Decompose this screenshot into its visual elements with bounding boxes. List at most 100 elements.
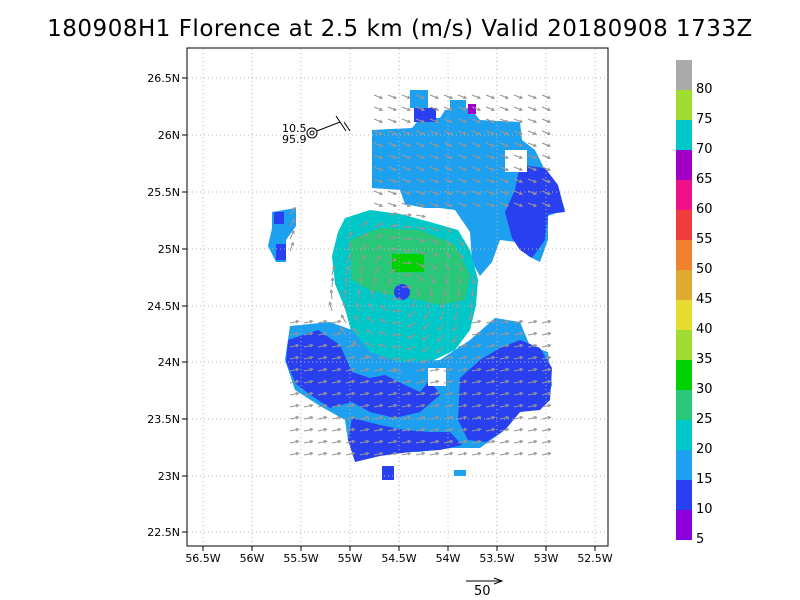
wind-arrow xyxy=(457,154,467,159)
wind-arrow xyxy=(541,166,551,171)
wind-arrowhead xyxy=(477,367,482,372)
wind-arrow xyxy=(415,286,420,296)
wind-arrowhead xyxy=(463,427,468,432)
wind-arrowhead xyxy=(328,301,333,306)
wind-arrow xyxy=(471,344,481,348)
wind-arrow xyxy=(471,154,481,159)
wind-arrow xyxy=(317,320,327,324)
wind-arrowhead xyxy=(505,331,510,336)
wind-arrowhead xyxy=(441,304,445,309)
wind-arrow xyxy=(401,166,411,171)
wind-arrowhead xyxy=(547,415,552,420)
wind-arrow xyxy=(513,130,523,135)
wind-arrowhead xyxy=(421,391,426,396)
wind-arrow xyxy=(303,428,313,432)
wind-arrowhead xyxy=(505,427,510,432)
wind-arrowhead xyxy=(337,343,342,348)
wind-arrowhead xyxy=(421,143,426,148)
wind-arrowhead xyxy=(547,203,552,208)
wind-arrow xyxy=(429,274,436,283)
wind-arrowhead xyxy=(337,427,342,432)
wind-arrow xyxy=(513,106,523,111)
wind-arrowhead xyxy=(533,451,538,456)
wind-arrowhead xyxy=(391,297,396,301)
wind-arrow xyxy=(457,106,467,111)
wind-arrow xyxy=(443,392,453,396)
wind-arrowhead xyxy=(309,415,314,420)
wind-arrow xyxy=(415,428,425,432)
wind-arrowhead xyxy=(491,95,496,100)
wind-arrowhead xyxy=(337,367,342,372)
wind-arrow xyxy=(541,404,551,408)
wind-arrowhead xyxy=(407,427,412,432)
wind-arrow xyxy=(317,404,327,408)
wind-arrowhead xyxy=(449,367,454,372)
wind-arrow xyxy=(429,142,439,147)
wind-arrowhead xyxy=(408,225,413,229)
colorbar-segment xyxy=(676,360,692,390)
wind-arrowhead xyxy=(393,415,398,420)
wind-arrow xyxy=(457,250,464,259)
wind-arrow xyxy=(303,344,313,348)
wind-arrow xyxy=(527,94,537,99)
station-marker: 10.5 95.9 xyxy=(282,115,351,146)
colorbar-segment xyxy=(676,300,692,330)
wind-arrow xyxy=(373,222,383,228)
wind-arrowhead xyxy=(449,119,454,124)
wind-arrowhead xyxy=(351,391,356,396)
wind-arrowhead xyxy=(337,355,342,360)
x-tick-label: 54.5W xyxy=(381,552,416,565)
wind-arrowhead xyxy=(519,367,524,372)
wind-arrowhead xyxy=(463,143,468,148)
wind-arrowhead xyxy=(337,439,342,444)
wind-arrowhead xyxy=(505,391,510,396)
wind-arrow xyxy=(373,234,383,240)
wind-arrowhead xyxy=(477,191,482,196)
wind-arrow xyxy=(527,356,537,360)
wind-arrowhead xyxy=(329,289,334,294)
wind-arrowhead xyxy=(533,95,538,100)
wind-arrow xyxy=(485,356,495,360)
wind-arrowhead xyxy=(421,439,426,444)
wind-arrow xyxy=(471,202,481,207)
wind-arrowhead xyxy=(505,379,510,384)
wind-arrow xyxy=(471,356,481,360)
wind-arrow xyxy=(499,392,509,396)
wind-arrow xyxy=(443,106,453,111)
fill-blue-patch xyxy=(414,108,436,122)
wind-arrow xyxy=(457,452,467,456)
wind-arrowhead xyxy=(406,335,411,339)
wind-arrowhead xyxy=(519,203,524,208)
wind-arrowhead xyxy=(379,439,384,444)
colorbar-label: 50 xyxy=(696,262,713,277)
wind-arrow xyxy=(485,392,495,396)
x-tick-label: 52.5W xyxy=(577,552,612,565)
wind-arrowhead xyxy=(379,451,384,456)
wind-arrow xyxy=(401,118,411,123)
wind-arrowhead xyxy=(547,355,552,360)
wind-arrowhead xyxy=(375,266,380,271)
wind-arrowhead xyxy=(463,367,468,372)
wind-arrow xyxy=(437,334,445,342)
wind-arrowhead xyxy=(379,222,384,227)
wind-arrow xyxy=(443,356,453,360)
wind-arrow xyxy=(527,404,537,408)
wind-arrow xyxy=(358,290,361,300)
wind-arrowhead xyxy=(351,439,356,444)
wind-arrowhead xyxy=(378,343,383,348)
wind-arrowhead xyxy=(449,379,454,384)
wind-arrowhead xyxy=(420,359,425,364)
y-tick-label: 25N xyxy=(158,243,180,256)
wind-arrow xyxy=(415,166,425,171)
wind-arrowhead xyxy=(463,355,468,360)
wind-arrowhead xyxy=(323,439,328,444)
wind-arrow xyxy=(513,452,523,456)
wind-arrowhead xyxy=(393,379,398,384)
wind-arrowhead xyxy=(354,314,358,319)
wind-arrow xyxy=(527,142,537,147)
wind-arrowhead xyxy=(435,131,440,136)
wind-arrow xyxy=(513,428,523,432)
wind-arrowhead xyxy=(477,355,482,360)
wind-arrow xyxy=(401,380,411,384)
